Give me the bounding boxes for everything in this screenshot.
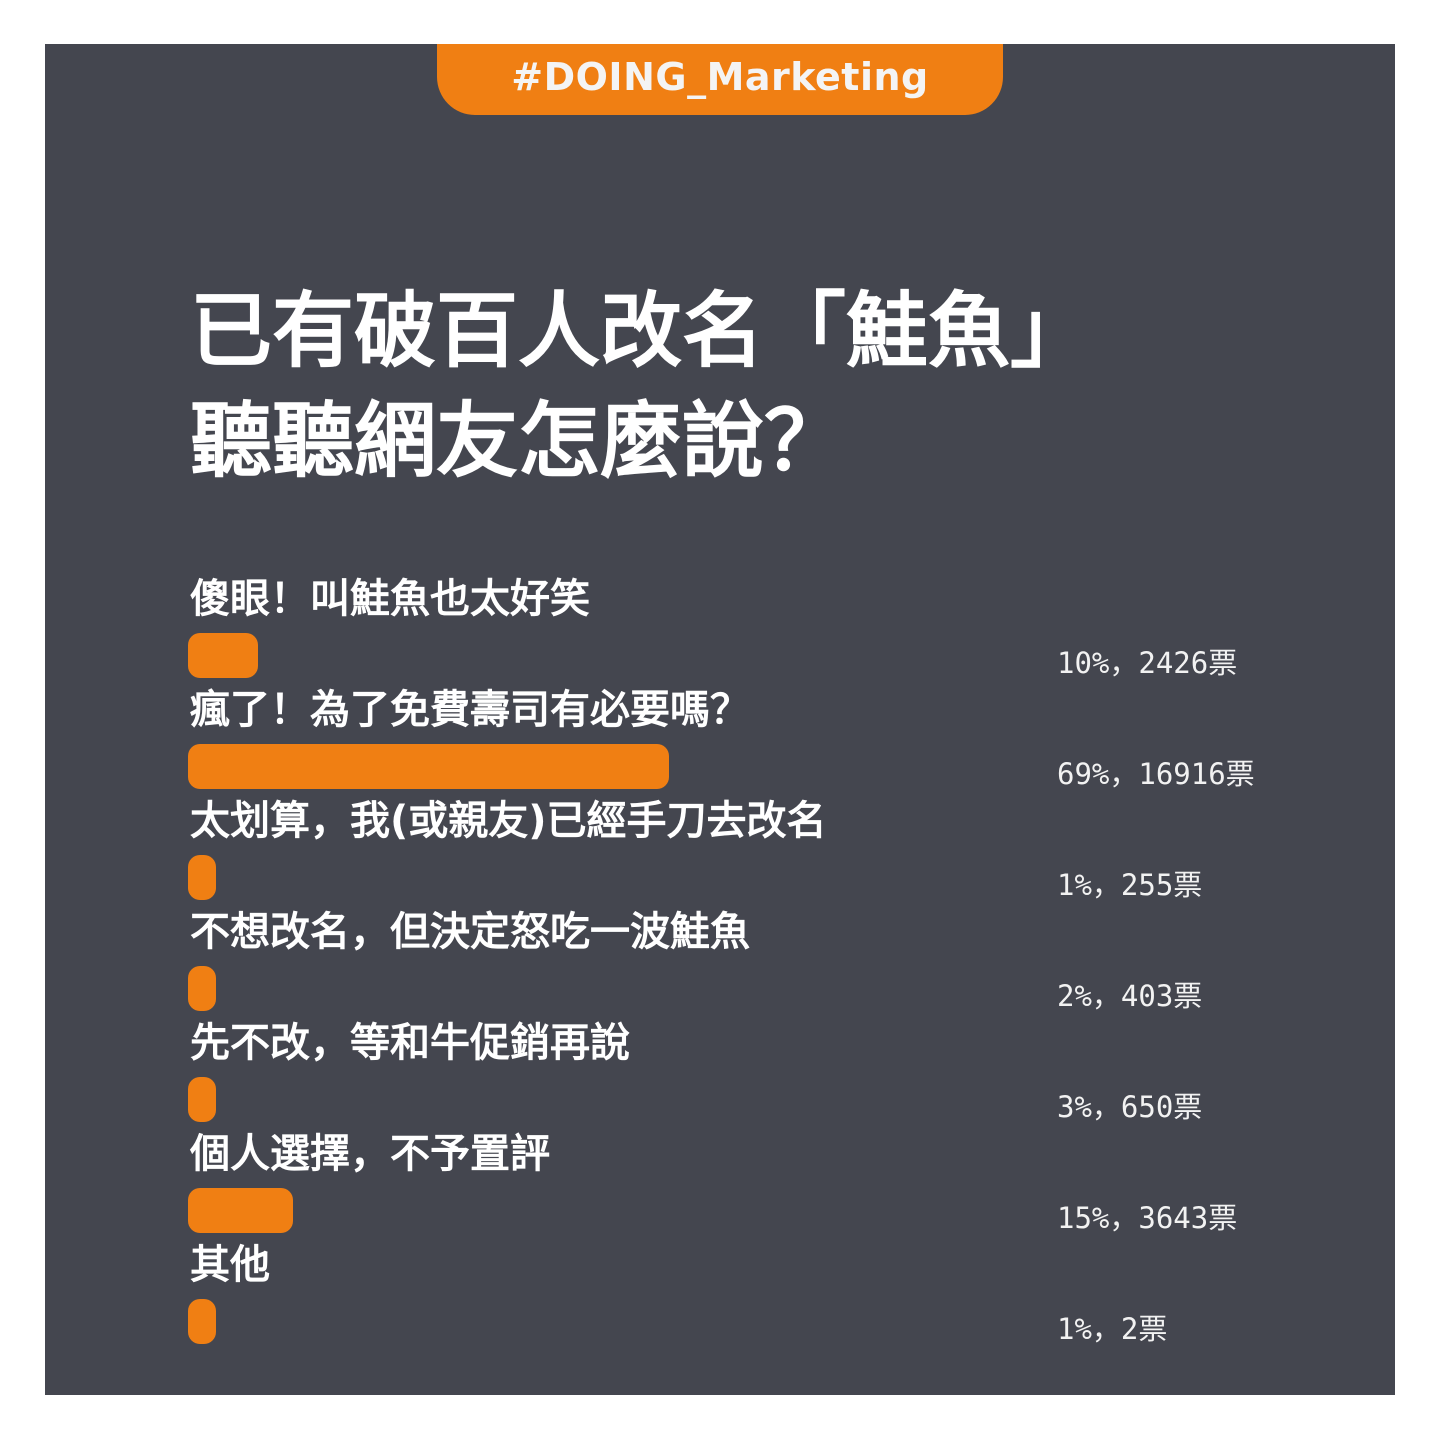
option-value-label: 10%，2426票	[1057, 646, 1238, 680]
option-bar	[188, 1299, 216, 1344]
hashtag-banner: #DOING_Marketing	[437, 44, 1003, 115]
option-label: 太划算，我(或親友)已經手刀去改名	[190, 798, 827, 844]
poll-card: #DOING_Marketing 已有破百人改名「鮭魚」 聽聽網友怎麼說？ 傻眼…	[45, 44, 1395, 1395]
option-label: 個人選擇，不予置評	[190, 1131, 550, 1177]
option-bar	[188, 855, 216, 900]
option-label: 傻眼！叫鮭魚也太好笑	[190, 576, 590, 622]
option-bar	[188, 966, 216, 1011]
title-line-1: 已有破百人改名「鮭魚」	[190, 284, 1093, 379]
option-value-label: 1%，2票	[1057, 1312, 1168, 1346]
option-label: 不想改名，但決定怒吃一波鮭魚	[190, 909, 750, 955]
option-label: 先不改，等和牛促銷再說	[190, 1020, 630, 1066]
option-value-label: 15%，3643票	[1057, 1201, 1238, 1235]
title-line-2: 聽聽網友怎麼說？	[190, 394, 847, 489]
page-title: 已有破百人改名「鮭魚」 聽聽網友怎麼說？	[190, 277, 1340, 497]
option-value-label: 2%，403票	[1057, 979, 1203, 1013]
option-value-label: 1%，255票	[1057, 868, 1203, 902]
option-bar	[188, 633, 258, 678]
option-bar	[188, 744, 669, 789]
option-bar	[188, 1077, 216, 1122]
option-bar	[188, 1188, 293, 1233]
option-label: 瘋了！為了免費壽司有必要嗎？	[190, 687, 750, 733]
option-value-label: 3%，650票	[1057, 1090, 1203, 1124]
option-value-label: 69%，16916票	[1057, 757, 1255, 791]
option-label: 其他	[190, 1242, 270, 1288]
